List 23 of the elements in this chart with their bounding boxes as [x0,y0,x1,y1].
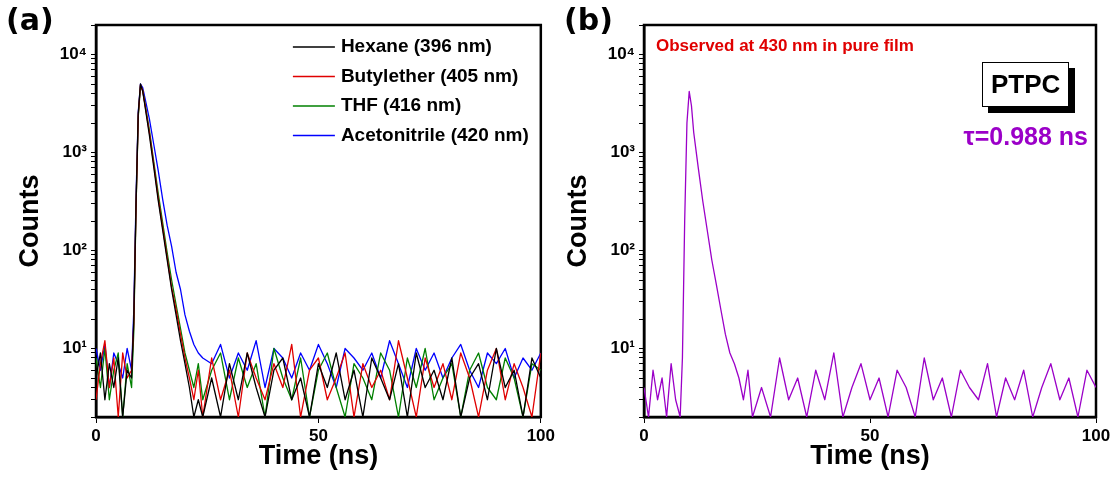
y-axis-title: Counts [561,174,592,268]
y-tick-label: 10⁴ [59,44,87,64]
legend-label: Butylether (405 nm) [340,64,519,86]
x-tick-label: 0 [639,425,649,445]
annotation: Observed at 430 nm in pure film [656,36,914,56]
y-tick-label: 10² [62,240,88,260]
y-tick-label: 10³ [62,142,88,162]
y-tick-label: 10⁴ [607,44,635,64]
y-tick-label: 10³ [610,142,636,162]
x-tick-label: 0 [91,425,101,445]
legend-label: THF (416 nm) [340,94,462,116]
legend-label: Hexane (396 nm) [340,35,492,57]
y-axis-title: Counts [13,174,44,268]
x-tick-label: 100 [526,425,556,445]
chart-title: (a) [6,2,54,37]
y-tick-label: 10¹ [62,338,88,358]
annotation: PTPC [982,62,1070,107]
x-tick-label: 100 [1081,425,1111,445]
annotation: τ=0.988 ns [963,122,1088,151]
chart-title: (b) [564,2,613,37]
legend-label: Acetonitrile (420 nm) [340,123,529,145]
y-tick-label: 10² [610,240,636,260]
y-tick-label: 10¹ [610,338,636,358]
